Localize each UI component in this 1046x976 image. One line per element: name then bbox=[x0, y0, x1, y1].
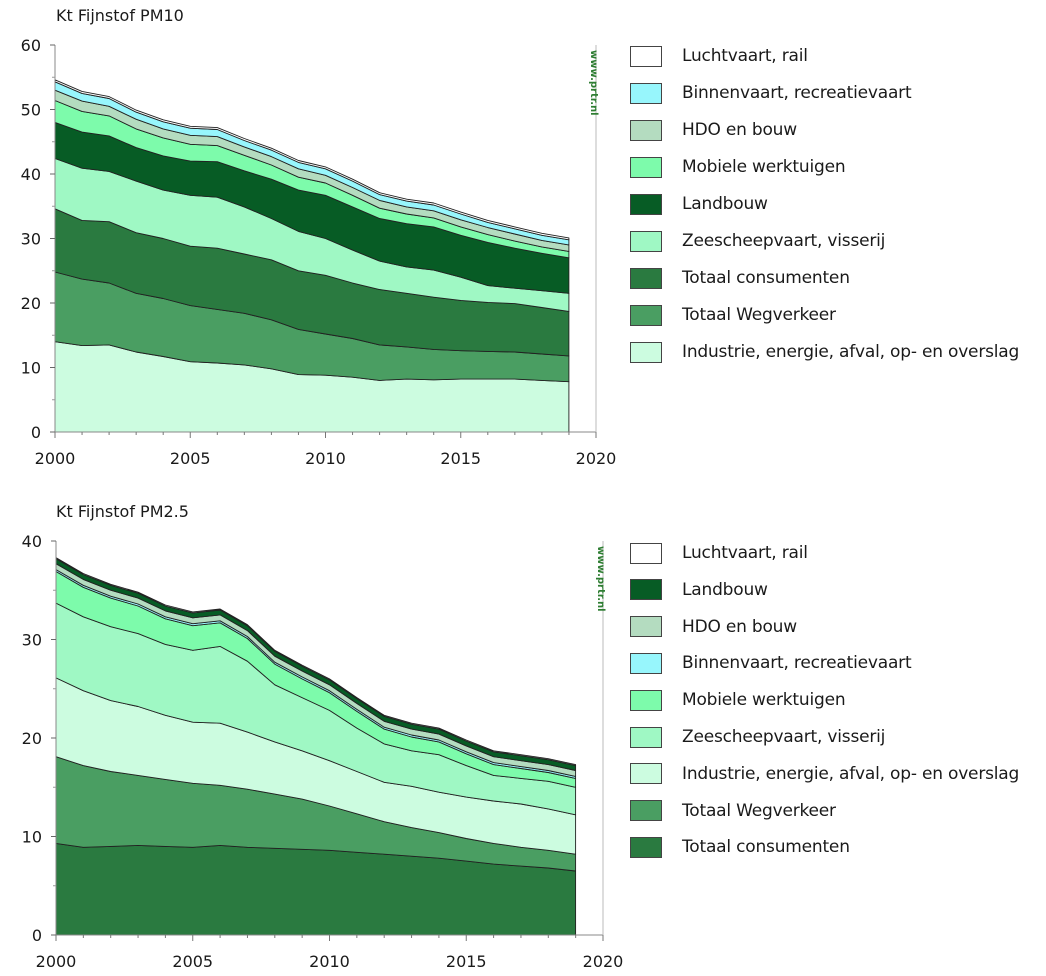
watermark: www.prtr.nl bbox=[595, 546, 606, 612]
x-tick-label: 2020 bbox=[576, 449, 617, 468]
legend-label: Totaal consumenten bbox=[682, 837, 850, 858]
y-tick-label: 60 bbox=[21, 36, 41, 55]
legend-swatch bbox=[630, 800, 662, 822]
series-areas bbox=[55, 557, 577, 936]
legend-swatch bbox=[630, 579, 662, 601]
legend-label: Zeescheepvaart, visserij bbox=[682, 231, 886, 251]
chart-pm25: Kt Fijnstof PM2.5 0 10 20 30 40 2000 2005 2010 2… bbox=[0, 496, 1046, 976]
x-tick-label: 2005 bbox=[172, 952, 213, 971]
x-tick-label: 2020 bbox=[583, 952, 624, 971]
plot-area: 0 10 20 30 40 50 60 2000 2005 2010 2015 2020 bbox=[21, 36, 617, 468]
legend-label: Totaal consumenten bbox=[682, 268, 850, 288]
chart-title: Kt Fijnstof PM10 bbox=[56, 6, 184, 25]
legend-item: Landbouw bbox=[630, 191, 768, 217]
legend-label: Totaal Wegverkeer bbox=[682, 800, 836, 821]
legend-swatch bbox=[630, 82, 662, 104]
legend-label: Luchtvaart, rail bbox=[682, 543, 808, 563]
legend-item: Landbouw bbox=[630, 577, 768, 603]
legend-swatch bbox=[630, 193, 662, 215]
y-tick-label: 10 bbox=[22, 828, 42, 847]
legend-label: Luchtvaart, rail bbox=[682, 46, 808, 66]
area-luchtvaart-rail bbox=[55, 557, 577, 767]
legend-swatch bbox=[630, 763, 662, 785]
y-tick-label: 30 bbox=[21, 230, 41, 249]
legend-swatch bbox=[630, 304, 662, 326]
y-tick-label: 0 bbox=[32, 926, 42, 945]
x-tick-label: 2015 bbox=[440, 449, 481, 468]
legend-item: Mobiele werktuigen bbox=[630, 154, 846, 180]
legend-swatch bbox=[630, 689, 662, 711]
legend-label: Binnenvaart, recreatievaart bbox=[682, 83, 912, 103]
legend-item: Luchtvaart, rail bbox=[630, 43, 808, 69]
legend-item: HDO en bouw bbox=[630, 117, 797, 143]
legend-swatch bbox=[630, 45, 662, 67]
legend-label: Binnenvaart, recreatievaart bbox=[682, 653, 912, 674]
legend-item: Totaal Wegverkeer bbox=[630, 302, 836, 328]
legend-swatch bbox=[630, 341, 662, 363]
legend-swatch bbox=[630, 119, 662, 141]
y-tick-label: 20 bbox=[21, 294, 41, 313]
legend-swatch bbox=[630, 726, 662, 748]
legend-label: Landbouw bbox=[682, 194, 768, 214]
legend-item: Luchtvaart, rail bbox=[630, 540, 808, 566]
y-tick-label: 40 bbox=[22, 532, 42, 551]
legend-label: Industrie, energie, afval, op- en oversl… bbox=[682, 763, 1020, 784]
x-tick-label: 2000 bbox=[35, 449, 76, 468]
chart-pm10: Kt Fijnstof PM10 0 10 20 30 40 50 60 2000 2005 20… bbox=[21, 6, 1020, 468]
legend-item: HDO en bouw bbox=[630, 614, 797, 640]
legend-label: HDO en bouw bbox=[682, 120, 797, 140]
watermark: www.prtr.nl bbox=[588, 50, 599, 116]
y-tick-label: 10 bbox=[21, 359, 41, 378]
y-tick-label: 30 bbox=[22, 631, 42, 650]
legend-label: HDO en bouw bbox=[682, 616, 797, 637]
x-tick-label: 2010 bbox=[309, 952, 350, 971]
x-tick-label: 2005 bbox=[170, 449, 211, 468]
legend-swatch bbox=[630, 230, 662, 252]
chart-title: Kt Fijnstof PM2.5 bbox=[56, 502, 189, 521]
legend-label: Landbouw bbox=[682, 579, 768, 600]
legend-item: Totaal Wegverkeer bbox=[630, 798, 836, 824]
legend-swatch bbox=[630, 616, 662, 638]
legend-swatch bbox=[630, 156, 662, 178]
legend-label: Zeescheepvaart, visserij bbox=[682, 727, 886, 747]
legend-label: Mobiele werktuigen bbox=[682, 690, 846, 711]
legend-item: Binnenvaart, recreatievaart bbox=[630, 80, 912, 106]
legend-item: Mobiele werktuigen bbox=[630, 687, 846, 713]
y-tick-label: 20 bbox=[22, 729, 42, 748]
legend-label: Totaal Wegverkeer bbox=[682, 305, 836, 325]
legend-swatch bbox=[630, 542, 662, 564]
x-tick-label: 2000 bbox=[36, 952, 77, 971]
legend-item: Industrie, energie, afval, op- en oversl… bbox=[630, 761, 1019, 787]
legend-item: Zeescheepvaart, visserij bbox=[630, 724, 885, 750]
legend-swatch bbox=[630, 652, 662, 674]
series-areas bbox=[54, 79, 570, 433]
x-tick-label: 2010 bbox=[305, 449, 346, 468]
legend-swatch bbox=[630, 267, 662, 289]
x-tick-label: 2015 bbox=[446, 952, 487, 971]
plot-area: 0 10 20 30 40 2000 2005 2010 2015 2020 bbox=[22, 532, 624, 971]
legend-item: Zeescheepvaart, visserij bbox=[630, 228, 885, 254]
legend-swatch bbox=[630, 836, 662, 858]
legend-label: Mobiele werktuigen bbox=[682, 157, 846, 177]
area-luchtvaart-rail bbox=[54, 79, 570, 241]
legend-label: Industrie, energie, afval, op- en oversl… bbox=[682, 342, 1020, 362]
legend-item: Totaal consumenten bbox=[630, 265, 850, 291]
legend-item: Industrie, energie, afval, op- en oversl… bbox=[630, 339, 1019, 365]
y-tick-label: 40 bbox=[21, 165, 41, 184]
y-tick-label: 50 bbox=[21, 101, 41, 120]
legend-item: Binnenvaart, recreatievaart bbox=[630, 650, 912, 676]
legend-item: Totaal consumenten bbox=[630, 834, 850, 860]
y-tick-label: 0 bbox=[31, 423, 41, 442]
